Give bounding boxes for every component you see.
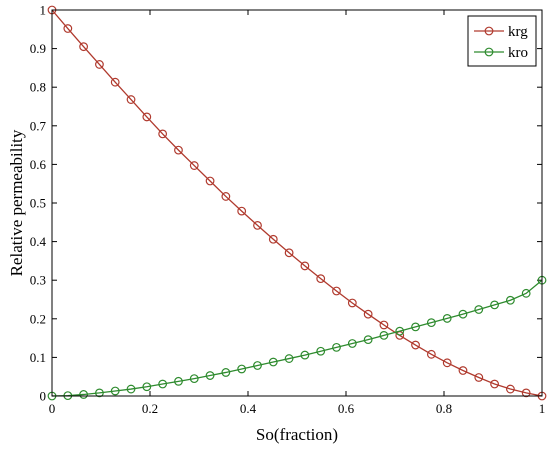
data-point-kro: [95, 388, 104, 398]
data-point-krg: [458, 366, 468, 375]
data-point-kro: [110, 386, 120, 396]
data-point-kro: [458, 309, 468, 319]
data-point-krg: [126, 95, 136, 104]
plot-frame: [51, 9, 543, 397]
x-tick-label: 0.4: [240, 401, 257, 416]
y-tick-label: 0.9: [30, 41, 46, 56]
y-tick-label: 0.5: [30, 196, 46, 211]
y-axis-label: Relative permeability: [7, 129, 26, 276]
x-tick-labels: 0 0.2 0.4 0.6 0.8 1: [49, 401, 546, 416]
data-point-kro: [174, 376, 183, 386]
legend-krg-label: krg: [508, 24, 528, 40]
data-point-kro: [332, 342, 341, 352]
x-tick-label: 0: [49, 401, 56, 416]
data-point-kro: [505, 295, 515, 305]
data-point-krg: [174, 145, 183, 155]
data-point-krg: [426, 349, 436, 359]
data-point-krg: [300, 261, 310, 271]
series-line-kro: [51, 279, 543, 397]
x-tick-label: 0.8: [436, 401, 452, 416]
data-point-kro: [126, 384, 136, 394]
data-point-krg: [379, 320, 389, 330]
data-point-krg: [158, 129, 168, 139]
series-layer: [47, 5, 547, 401]
data-point-krg: [316, 274, 326, 284]
y-tick-label: 0: [40, 389, 47, 404]
data-point-krg: [332, 286, 341, 296]
y-tick-label: 0.8: [30, 80, 46, 95]
data-point-kro: [205, 371, 215, 380]
y-tick-label: 0.2: [30, 311, 46, 326]
x-tick-label: 0.6: [338, 401, 355, 416]
plot-area: [52, 10, 542, 396]
y-tick-label: 0.1: [30, 350, 46, 365]
y-tick-labels: 0 0.1 0.2 0.3 0.4 0.5 0.6 0.7 0.8 0.9 1: [30, 3, 47, 404]
data-point-krg: [189, 161, 199, 170]
data-point-kro: [142, 382, 152, 392]
x-tick-label: 0.2: [142, 401, 158, 416]
data-point-kro: [347, 339, 357, 348]
data-point-krg: [284, 248, 294, 258]
data-point-kro: [268, 357, 278, 367]
data-point-krg: [63, 24, 73, 33]
data-point-kro: [237, 364, 247, 374]
series-kro: [47, 275, 547, 401]
data-point-krg: [221, 192, 231, 201]
x-tick-label: 1: [539, 401, 546, 416]
data-point-krg: [79, 42, 89, 52]
data-point-kro: [474, 305, 484, 314]
data-point-kro: [426, 318, 436, 328]
data-point-kro: [300, 350, 310, 360]
data-point-kro: [411, 322, 420, 332]
y-tick-label: 0.6: [30, 157, 47, 172]
data-point-kro: [79, 390, 89, 399]
y-tick-label: 0.3: [30, 273, 46, 288]
legend-box: [467, 15, 537, 67]
data-point-kro: [363, 335, 373, 345]
data-point-kro: [189, 374, 199, 384]
data-point-krg: [442, 358, 452, 368]
data-point-krg: [237, 206, 247, 216]
data-point-kro: [490, 300, 499, 310]
data-point-krg: [505, 384, 515, 394]
data-point-krg: [474, 373, 484, 382]
data-point-kro: [442, 314, 452, 323]
legend-krg-marker: [484, 26, 494, 36]
data-point-kro: [316, 346, 326, 356]
y-tick-label: 0.4: [30, 234, 47, 249]
data-point-krg: [347, 298, 357, 308]
y-tick-label: 1: [40, 3, 47, 18]
data-point-krg: [110, 77, 120, 87]
legend-kro-marker: [484, 47, 494, 57]
data-point-kro: [253, 361, 262, 370]
data-point-krg: [253, 220, 262, 230]
y-tick-label: 0.7: [30, 118, 47, 133]
data-point-kro: [379, 330, 389, 340]
data-point-krg: [205, 176, 215, 186]
legend: krg kro: [467, 15, 537, 67]
data-point-krg: [142, 112, 152, 122]
x-axis-label: So(fraction): [256, 425, 338, 444]
data-point-kro: [158, 379, 168, 389]
data-point-krg: [490, 379, 499, 389]
data-point-kro: [521, 288, 531, 298]
legend-kro-label: kro: [508, 45, 528, 61]
series-krg: [47, 5, 547, 401]
data-point-krg: [268, 234, 278, 244]
data-point-kro: [221, 368, 231, 377]
data-point-kro: [395, 326, 405, 336]
data-point-krg: [363, 309, 373, 319]
data-point-krg: [521, 388, 531, 398]
data-point-krg: [411, 340, 420, 350]
data-point-krg: [95, 60, 104, 69]
data-point-kro: [284, 354, 294, 363]
